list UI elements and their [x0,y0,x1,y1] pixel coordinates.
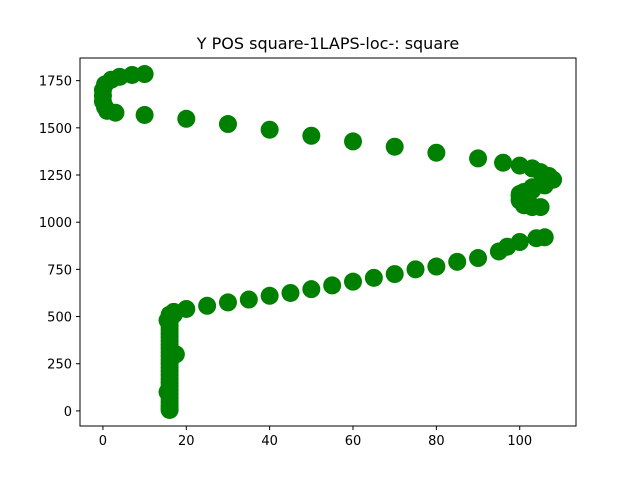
data-point [160,400,179,419]
data-point [469,149,488,168]
data-point [260,286,279,305]
x-tick-label: 0 [99,434,107,449]
x-tick-label: 100 [507,434,532,449]
data-point [260,120,279,139]
data-point [489,242,508,261]
data-point [106,103,125,122]
y-tick-label: 0 [64,405,72,420]
data-point [364,268,383,287]
data-point [344,272,363,291]
x-axis: 0 20 40 60 80 100 [99,426,532,449]
data-point [198,296,217,315]
data-point [406,260,425,279]
data-point [158,383,177,402]
y-tick-label: 250 [47,358,72,373]
data-point [323,276,342,295]
x-tick-label: 40 [261,434,278,449]
x-tick-label: 60 [345,434,362,449]
chart-title: Y POS square-1LAPS-loc-: square [196,34,459,53]
data-point [302,126,321,145]
data-point [448,252,467,271]
y-tick-label: 1500 [39,122,72,137]
x-tick-label: 80 [428,434,445,449]
y-tick-label: 1000 [39,216,72,231]
data-point [158,311,177,330]
data-point [385,265,404,284]
y-tick-label: 750 [47,263,72,278]
data-point [427,143,446,162]
data-point [239,290,258,309]
plot-area-frame [79,57,577,427]
data-point [494,153,513,172]
y-tick-label: 500 [47,311,72,326]
data-point [527,229,546,248]
data-point [166,345,185,364]
data-point [385,137,404,156]
y-axis: 0 250 500 750 1000 1250 1500 1750 [39,75,80,420]
data-point [427,257,446,276]
data-point [302,280,321,299]
data-point [535,176,554,195]
data-point [469,249,488,268]
x-tick-label: 20 [178,434,195,449]
data-point [177,109,196,128]
data-point [344,132,363,151]
data-point [218,293,237,312]
data-point [218,115,237,134]
y-tick-label: 1250 [39,169,72,184]
data-points [93,65,563,419]
data-point [281,283,300,302]
y-tick-label: 1750 [39,75,72,90]
data-point [135,105,154,124]
